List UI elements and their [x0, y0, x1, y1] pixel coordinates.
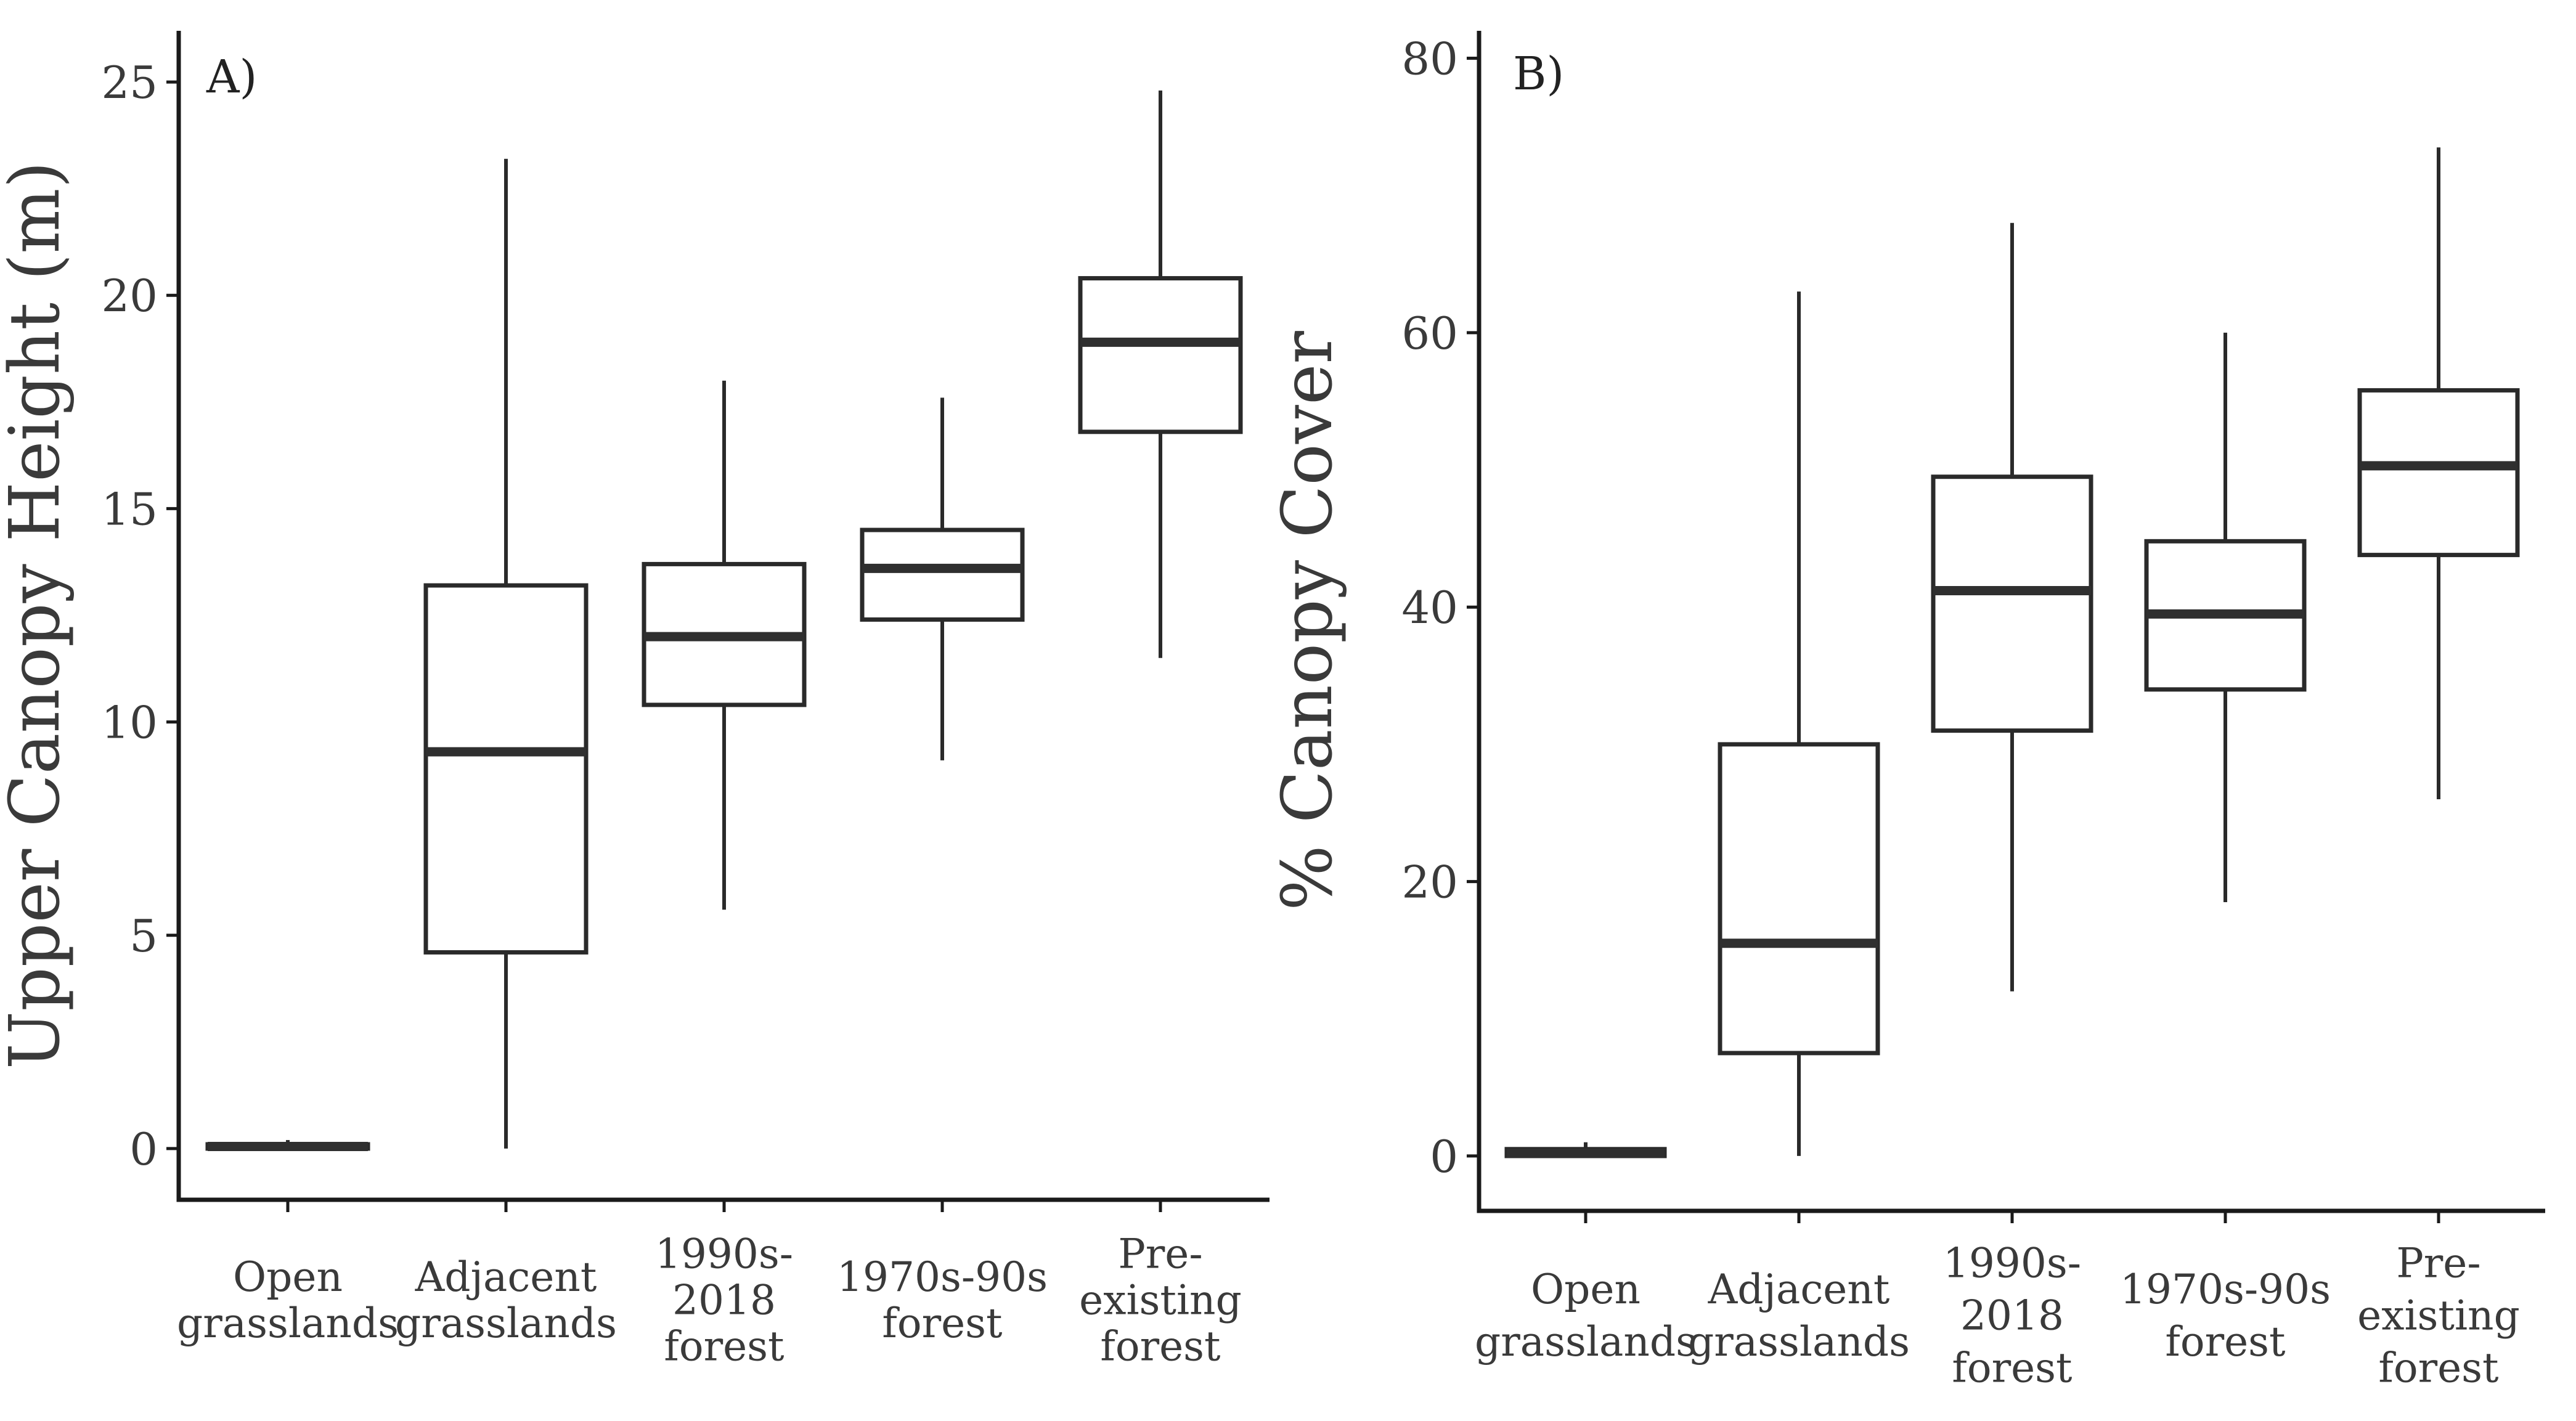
iqr-box [1718, 742, 1880, 1056]
a-box-0 [205, 1140, 370, 1151]
y-tick-label: 60 [1401, 307, 1458, 359]
x-category-label-line: forest [664, 1323, 784, 1370]
x-category-label: 1970s-90s forest [837, 1253, 1048, 1347]
b-box-1 [1718, 291, 1880, 1156]
x-category-label-line: Adjacent [415, 1253, 597, 1301]
iqr-box [423, 583, 589, 955]
y-tick-label: 80 [1401, 33, 1458, 85]
x-category-label-line: grasslands [1688, 1318, 1910, 1366]
x-category-label-line: forest [1952, 1345, 2072, 1392]
iqr-box [1931, 474, 2093, 733]
x-category-label: 1990s- 2018 forest [1943, 1240, 2081, 1392]
a-box-4 [1078, 90, 1243, 658]
a-box-1 [423, 158, 589, 1149]
x-category-label: Pre-existing forest [1079, 1231, 1242, 1370]
y-tick-label: 0 [129, 1123, 158, 1175]
x-category-label: Open grasslands [177, 1253, 399, 1347]
y-tick-label: 0 [1430, 1131, 1458, 1183]
y-tick-label: 25 [101, 57, 158, 108]
b-box-2 [1931, 222, 2093, 991]
x-category-label-line: Open [1531, 1266, 1641, 1313]
x-category-label: 1970s-90s forest [2120, 1266, 2331, 1366]
x-category-label: Pre-existing forest [2357, 1240, 2520, 1392]
b-box-3 [2144, 332, 2307, 902]
x-category-label-line: forest [1100, 1323, 1220, 1370]
x-category-label-line: grasslands [395, 1300, 617, 1347]
x-category-label: Adjacent grasslands [1688, 1266, 1910, 1366]
x-category-label-line: 1970s-90s [2120, 1266, 2331, 1313]
x-category-label-line: 1970s-90s [837, 1253, 1048, 1301]
x-category-label-line: 1990s- [655, 1231, 793, 1278]
x-category-label-line: grasslands [1475, 1318, 1697, 1366]
y-tick-label: 40 [1401, 582, 1458, 633]
b-box-4 [2357, 147, 2520, 799]
iqr-box [1078, 276, 1243, 434]
x-category-label-line: Pre- [1118, 1231, 1202, 1278]
y-tick-label: 20 [1401, 857, 1458, 908]
panel-label: A) [206, 51, 257, 104]
b-box-0 [1504, 1142, 1667, 1158]
y-tick-label: 15 [101, 483, 158, 535]
x-category-label-line: 1990s- [1943, 1240, 2081, 1287]
x-category-label: 1990s-2018 forest [655, 1231, 793, 1370]
y-axis-title: % Canopy Cover [1268, 331, 1348, 911]
y-axis-title: Upper Canopy Height (m) [0, 161, 75, 1070]
iqr-box [2357, 388, 2520, 558]
x-category-label: Adjacent grasslands [395, 1253, 617, 1347]
iqr-box [860, 527, 1025, 622]
y-tick-label: 20 [101, 270, 158, 322]
x-category-label-line: grasslands [177, 1300, 399, 1347]
x-category-label-line: forest [2378, 1345, 2498, 1392]
x-category-label-line: existing [1079, 1277, 1242, 1324]
y-tick-label: 10 [101, 697, 158, 749]
x-category-label-line: existing [2357, 1292, 2520, 1340]
a-box-2 [642, 380, 807, 910]
x-category-label-line: forest [2165, 1318, 2285, 1366]
a-box-3 [860, 397, 1025, 760]
x-category-label: Open grasslands [1475, 1266, 1697, 1366]
x-category-label-line: Pre- [2396, 1240, 2480, 1287]
x-category-label-line: forest [882, 1300, 1002, 1347]
y-tick-label: 5 [129, 910, 158, 962]
x-category-label-line: Adjacent [1708, 1266, 1890, 1313]
x-category-label-line: 2018 [1960, 1292, 2064, 1340]
x-category-label-line: 2018 [672, 1277, 776, 1324]
x-category-label-line: Open [233, 1253, 343, 1301]
panel-label: B) [1513, 47, 1564, 100]
